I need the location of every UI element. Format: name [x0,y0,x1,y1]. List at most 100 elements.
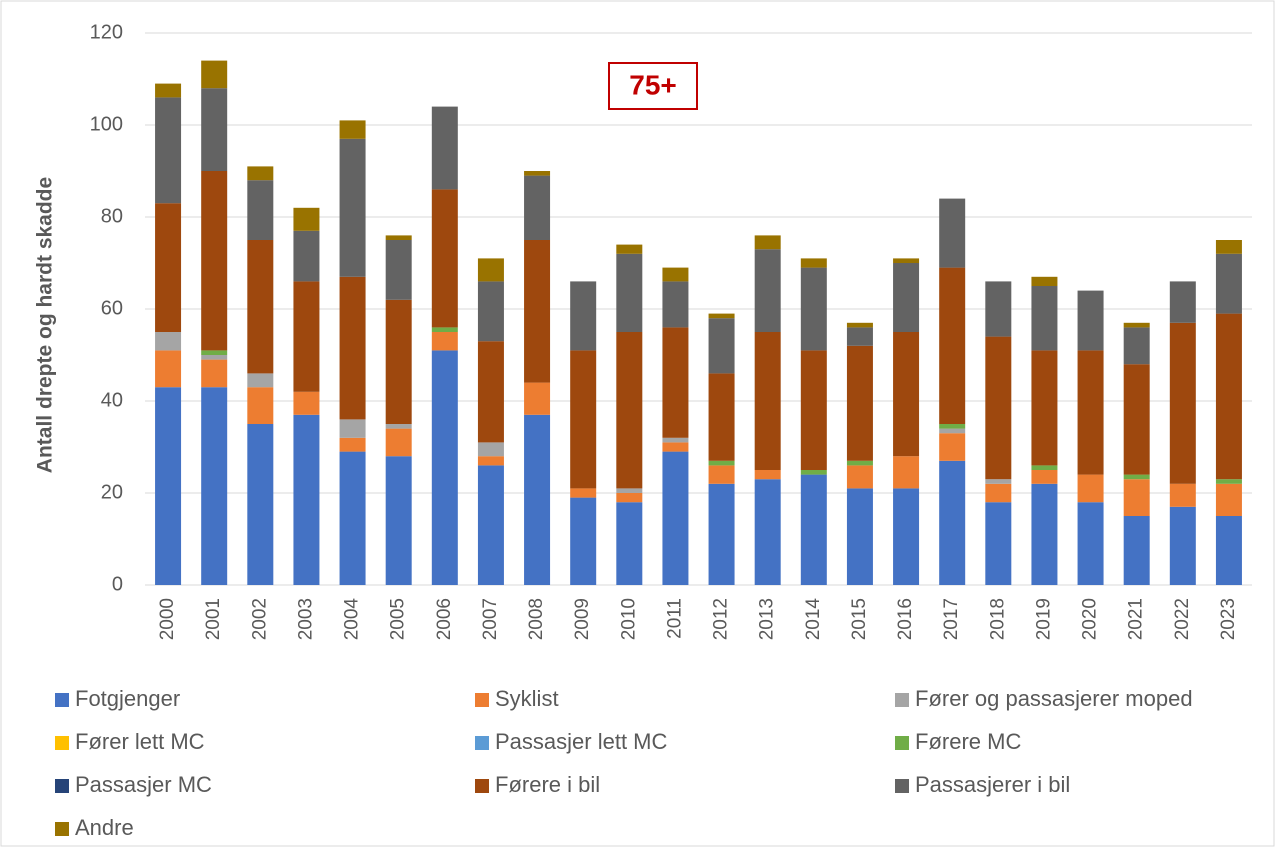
bar-segment [1123,474,1150,480]
bar-segment [616,253,643,332]
bar-segment [524,175,551,240]
legend-label: Passasjer lett MC [495,729,667,754]
x-tick-label: 2006 [434,598,455,640]
bar-segment [1169,483,1196,507]
bar-segment [708,373,735,461]
bar-segment [1123,327,1150,365]
bar-segment [846,327,873,346]
bar-segment [524,414,551,585]
legend-label: Syklist [495,686,559,711]
bar-segment [201,171,228,351]
bar-segment [247,387,274,424]
bar-segment [339,120,366,139]
x-tick-label: 2009 [572,598,593,640]
bar-segment [155,350,182,388]
x-tick-label: 2016 [895,598,916,640]
bar-segment [893,263,920,332]
bar-segment [985,281,1012,337]
bar-segment [201,350,228,355]
legend-label: Fører lett MC [75,729,205,754]
x-tick-label: 2023 [1218,598,1239,640]
bar-segment [1123,364,1150,475]
bar-segment [800,470,827,475]
bar-segment [1031,286,1058,351]
y-tick-label: 120 [90,21,123,43]
bar-segment [155,387,182,585]
bar-segment [431,189,458,328]
bar-segment [477,465,504,585]
bar-segment [524,171,551,176]
bar-segment [155,203,182,332]
bar-segment [985,483,1012,503]
bar-segment [293,391,320,415]
x-tick-label: 2022 [1172,598,1193,640]
bar-segment [846,465,873,489]
bar-segment [800,267,827,351]
x-tick-label: 2012 [711,598,732,640]
legend-swatch [55,779,69,793]
bar-segment [431,350,458,585]
bar-segment [247,180,274,240]
bar-segment [385,235,412,240]
bar-segment [1123,322,1150,328]
bar-segment [1215,479,1242,484]
y-tick-label: 40 [101,389,123,411]
bar-segment [477,442,504,457]
bar-segment [339,276,366,420]
bar-segment [293,281,320,392]
bar-segment [616,502,643,585]
bar-segment [570,497,597,585]
bar-segment [708,483,735,585]
bar-segment [1215,483,1242,516]
y-tick-label: 60 [101,297,123,319]
bar-segment [708,465,735,484]
x-tick-label: 2001 [203,598,224,640]
y-tick-label: 20 [101,481,123,503]
bar-segment [293,414,320,585]
bar-segment [524,240,551,383]
bar-segment [339,437,366,452]
bar-segment [1031,276,1058,286]
legend-swatch [475,693,489,707]
bar-segment [247,240,274,374]
bar-segment [985,479,1012,484]
bar-segment [431,332,458,351]
bar-segment [1077,474,1104,503]
bar-segment [570,281,597,351]
legend-swatch [55,693,69,707]
bar-segment [1031,350,1058,466]
bar-segment [477,456,504,466]
bar-segment [201,387,228,585]
bar-segment [985,502,1012,585]
legend-label: Passasjer MC [75,772,212,797]
legend-swatch [895,779,909,793]
bar-segment [1031,470,1058,484]
legend-swatch [55,736,69,750]
legend-label: Andre [75,815,134,840]
bar-segment [477,258,504,282]
bar-segment [662,281,689,328]
bar-segment [754,470,781,480]
x-tick-label: 2004 [342,598,363,641]
bar-segment [570,488,597,498]
bar-segment [1077,350,1104,475]
y-tick-label: 80 [101,205,123,227]
bar-segment [800,474,827,585]
bar-segment [524,382,551,415]
bar-segment [708,460,735,466]
bar-segment [893,456,920,489]
x-tick-label: 2008 [526,598,547,640]
bar-segment [293,230,320,282]
bar-segment [893,332,920,457]
bar-segment [385,240,412,300]
bar-segment [939,424,966,429]
bar-segment [616,332,643,489]
x-tick-label: 2003 [295,598,316,640]
legend-label: Fotgjenger [75,686,180,711]
y-tick-label: 100 [90,113,123,135]
bar-segment [939,433,966,461]
bar-segment [985,336,1012,480]
bar-segment [800,350,827,470]
x-tick-label: 2007 [480,598,501,640]
bar-segment [385,299,412,424]
